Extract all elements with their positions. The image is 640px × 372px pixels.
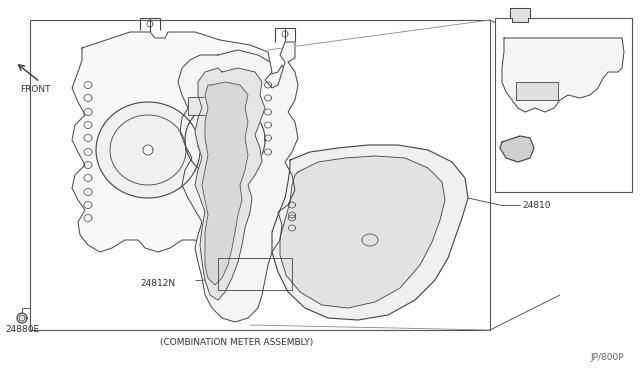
Bar — [495, 18, 632, 192]
Polygon shape — [185, 102, 265, 178]
Bar — [218, 258, 292, 290]
Polygon shape — [178, 42, 298, 322]
Text: (COMPASS/TEMP: (COMPASS/TEMP — [557, 151, 623, 160]
Polygon shape — [143, 145, 153, 155]
Polygon shape — [72, 32, 285, 252]
Polygon shape — [195, 68, 265, 300]
Polygon shape — [272, 145, 468, 320]
Text: 24880E: 24880E — [5, 326, 39, 334]
Text: JP/800P: JP/800P — [590, 353, 623, 362]
Polygon shape — [96, 102, 200, 198]
Text: FRONT: FRONT — [20, 86, 51, 94]
Text: (COMBINATION METER ASSEMBLY): (COMBINATION METER ASSEMBLY) — [160, 337, 313, 346]
Text: 24810: 24810 — [522, 201, 550, 209]
Polygon shape — [280, 156, 445, 308]
Bar — [516, 82, 558, 100]
Bar — [30, 20, 490, 330]
Text: 24835: 24835 — [557, 141, 586, 150]
Bar — [188, 97, 216, 115]
Text: METER ASSEMBLY): METER ASSEMBLY) — [557, 161, 631, 170]
Polygon shape — [510, 8, 530, 22]
Polygon shape — [502, 38, 624, 112]
Polygon shape — [221, 136, 229, 144]
Polygon shape — [202, 82, 248, 285]
Text: 24812N: 24812N — [140, 279, 175, 288]
Polygon shape — [17, 313, 27, 323]
Polygon shape — [500, 136, 534, 162]
